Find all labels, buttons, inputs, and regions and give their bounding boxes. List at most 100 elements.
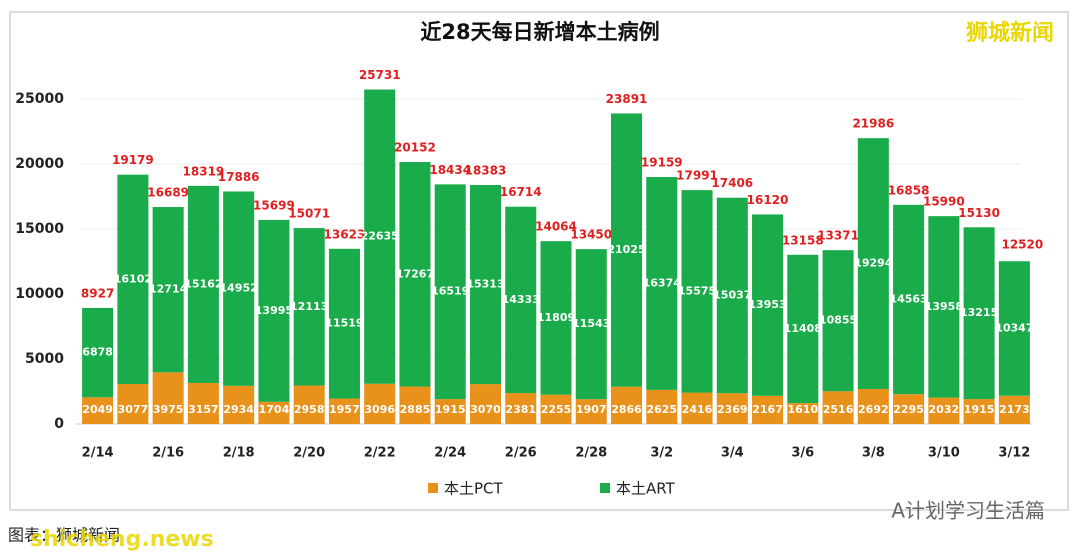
bar-segment xyxy=(223,385,255,424)
legend-label: 本土PCT xyxy=(444,480,504,498)
segment-label: 2255 xyxy=(541,403,572,416)
y-tick-label: 0 xyxy=(54,416,64,432)
bar-segment xyxy=(469,384,501,424)
segment-label: 14952 xyxy=(220,282,258,295)
bar-segment xyxy=(681,190,713,393)
segment-label: 2866 xyxy=(611,403,642,416)
bar-segment xyxy=(646,389,678,424)
bar-segment xyxy=(152,372,184,424)
segment-label: 11408 xyxy=(784,322,822,335)
segment-label: 2885 xyxy=(400,403,431,416)
segment-label: 12113 xyxy=(290,300,328,313)
bar-segment xyxy=(822,391,854,424)
bar-segment xyxy=(505,206,537,394)
y-tick-label: 25000 xyxy=(15,91,64,107)
bar-segment xyxy=(364,383,396,424)
segment-label: 1610 xyxy=(788,403,819,416)
total-label: 13623 xyxy=(324,227,366,241)
total-label: 18383 xyxy=(465,164,507,178)
segment-label: 15313 xyxy=(466,278,504,291)
total-label: 12520 xyxy=(1001,238,1043,252)
segment-label: 2295 xyxy=(893,403,924,416)
segment-label: 2516 xyxy=(823,403,854,416)
bar-segment xyxy=(752,214,784,396)
segment-label: 1907 xyxy=(576,403,607,416)
legend-swatch xyxy=(428,483,438,493)
legend-swatch xyxy=(600,483,610,493)
segment-label: 13953 xyxy=(748,298,786,311)
bar-segment xyxy=(540,394,572,424)
bar-segment xyxy=(540,241,572,395)
segment-label: 2958 xyxy=(294,403,325,416)
bar-segment xyxy=(82,307,114,398)
x-tick-label: 2/24 xyxy=(434,446,466,461)
x-tick-label: 3/2 xyxy=(650,446,673,461)
bar-segment xyxy=(928,397,960,424)
bar-segment xyxy=(716,197,748,394)
bar-segment xyxy=(963,399,995,424)
x-tick-label: 2/28 xyxy=(575,446,607,461)
total-label: 13371 xyxy=(817,229,859,243)
segment-label: 11543 xyxy=(572,317,610,330)
total-label: 23891 xyxy=(606,92,648,106)
bar-segment xyxy=(399,386,431,424)
bar-segment xyxy=(646,177,678,390)
x-tick-label: 2/16 xyxy=(152,446,184,461)
segment-label: 10347 xyxy=(995,321,1033,334)
bar-segment xyxy=(575,399,607,424)
chart-frame xyxy=(9,11,1069,511)
total-label: 19159 xyxy=(641,156,683,170)
total-label: 17406 xyxy=(711,176,753,190)
x-tick-label: 3/4 xyxy=(721,446,744,461)
footer-site: shicheng.news xyxy=(30,527,214,552)
bar-segment xyxy=(716,393,748,424)
bar-segment xyxy=(328,398,360,424)
total-label: 20152 xyxy=(394,141,436,155)
segment-label: 11519 xyxy=(325,317,363,330)
bar-segment xyxy=(611,113,643,387)
segment-label: 1957 xyxy=(329,403,360,416)
bar-segment xyxy=(364,89,396,384)
total-label: 17886 xyxy=(218,170,260,184)
segment-label: 16374 xyxy=(643,276,682,289)
bar-segment xyxy=(258,401,290,424)
segment-label: 16519 xyxy=(431,285,469,298)
bar-segment xyxy=(223,191,255,386)
segment-label: 19294 xyxy=(854,257,893,270)
bar-segment xyxy=(681,392,713,424)
y-tick-label: 10000 xyxy=(15,286,64,302)
x-tick-label: 2/22 xyxy=(364,446,396,461)
bar-segment xyxy=(963,227,995,400)
bar-segment xyxy=(787,254,819,404)
legend-label: 本土ART xyxy=(616,480,676,498)
source-badge: 狮城新闻 xyxy=(966,20,1054,46)
segment-label: 2167 xyxy=(752,403,783,416)
bar-segment xyxy=(611,386,643,424)
total-label: 16714 xyxy=(500,185,542,199)
segment-label: 3070 xyxy=(470,403,501,416)
total-label: 15990 xyxy=(923,195,965,209)
bar-segment xyxy=(258,219,290,402)
total-label: 16858 xyxy=(888,183,930,197)
chart-title: 近28天每日新增本土病例 xyxy=(420,20,659,44)
segment-label: 13995 xyxy=(255,304,293,317)
segment-label: 6878 xyxy=(82,346,113,359)
bar-segment xyxy=(293,385,325,424)
segment-label: 2934 xyxy=(223,403,254,416)
y-tick-label: 15000 xyxy=(15,221,64,237)
x-tick-label: 2/14 xyxy=(82,446,114,461)
segment-label: 2692 xyxy=(858,403,889,416)
total-label: 17991 xyxy=(676,169,718,183)
bar-segment xyxy=(187,185,219,383)
total-label: 8927 xyxy=(81,286,114,300)
x-tick-label: 3/10 xyxy=(928,446,960,461)
bar-segment xyxy=(399,162,431,387)
total-label: 25731 xyxy=(359,68,401,82)
bar-segment xyxy=(893,394,925,424)
segment-label: 3157 xyxy=(188,403,219,416)
segment-label: 15162 xyxy=(184,277,222,290)
total-label: 16689 xyxy=(147,186,189,200)
segment-label: 13215 xyxy=(960,306,998,319)
total-label: 13158 xyxy=(782,233,824,247)
